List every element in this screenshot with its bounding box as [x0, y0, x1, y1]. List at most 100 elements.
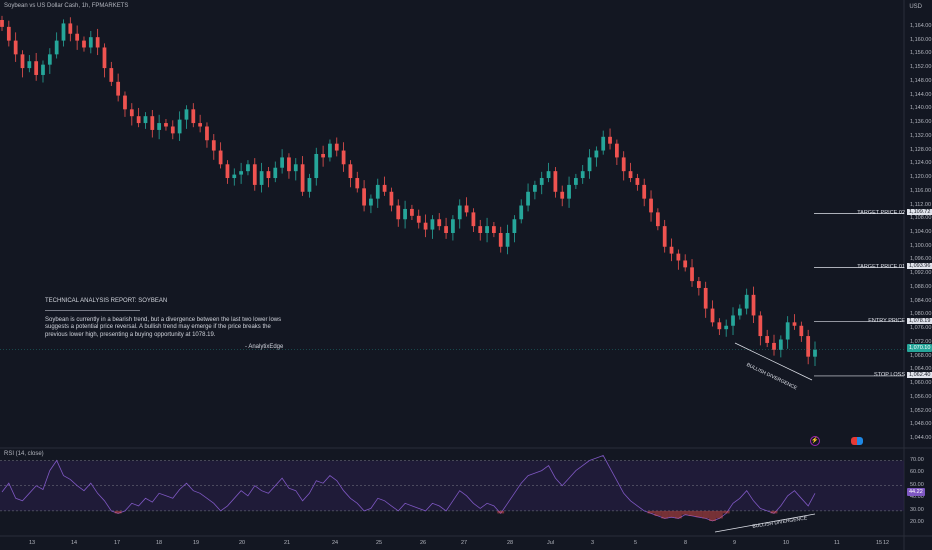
- candle-body: [526, 191, 530, 206]
- candle-body: [123, 95, 127, 110]
- candle-body: [410, 208, 414, 216]
- candle-body: [82, 40, 86, 48]
- time-axis-label: 5: [634, 540, 638, 546]
- rsi-oversold-fill: [668, 510, 675, 518]
- candle-body: [362, 188, 366, 206]
- candle-body: [430, 219, 435, 230]
- candle-body: [266, 171, 271, 179]
- time-axis-label: 21: [284, 540, 291, 546]
- candle-body: [47, 54, 52, 65]
- rsi-oversold-fill: [688, 510, 696, 516]
- divergence-trendline: [734, 342, 813, 381]
- rsi-axis-tick: 30.00: [910, 506, 924, 513]
- current-price-tag: 1,070.10: [907, 344, 932, 353]
- price-axis-tick: 1,068.00: [910, 352, 932, 359]
- candle-body: [27, 61, 32, 69]
- price-axis-tick: 1,084.00: [910, 297, 932, 304]
- flag-icon[interactable]: [851, 437, 863, 445]
- candle-body: [382, 184, 387, 192]
- candle-body: [348, 164, 353, 179]
- price-axis-tick: 1,096.00: [910, 256, 932, 263]
- level-label: TARGET PRICE 02: [857, 209, 905, 216]
- rsi-oversold-fill: [661, 510, 669, 519]
- rsi-line: [1, 455, 816, 522]
- level-label: TARGET PRICE 01: [857, 263, 905, 270]
- currency-label[interactable]: USD: [909, 4, 922, 10]
- candle-body: [68, 23, 73, 34]
- candle-body: [143, 116, 148, 124]
- candle-body: [102, 47, 107, 69]
- time-axis-label: 18: [156, 540, 163, 546]
- time-axis-label: 10: [783, 540, 790, 546]
- price-axis-tick: 1,104.00: [910, 229, 932, 235]
- candle-body: [129, 109, 134, 117]
- rsi-indicator-label[interactable]: RSI (14, close): [4, 451, 44, 457]
- candle-body: [772, 342, 776, 350]
- rsi-oversold-fill: [715, 510, 723, 519]
- time-axis-label: 19: [193, 540, 200, 546]
- candle-body: [628, 171, 633, 179]
- candle-body: [375, 184, 380, 199]
- candle-body: [232, 174, 237, 179]
- candle-body: [567, 184, 571, 199]
- price-axis-tick: 1,152.00: [910, 64, 932, 71]
- rsi-oversold-fill: [114, 510, 122, 514]
- rsi-axis-tick: 20.00: [910, 519, 924, 526]
- candle-body: [799, 325, 804, 337]
- candle-body: [614, 143, 619, 158]
- price-axis-tick: 1,052.00: [910, 407, 932, 414]
- candle-body: [505, 233, 510, 247]
- candle-body: [239, 171, 243, 175]
- candle-body: [334, 143, 339, 151]
- candle-body: [546, 171, 551, 179]
- report-divider: [45, 309, 140, 311]
- time-axis-label: 12: [883, 540, 890, 546]
- report-body: Soybean is currently in a bearish trend,…: [45, 316, 282, 338]
- rsi-oversold-fill: [770, 510, 778, 514]
- price-axis-tick: 1,100.00: [910, 242, 932, 249]
- candle-body: [54, 40, 59, 55]
- price-axis-tick: 1,072.00: [910, 338, 932, 345]
- candle-body: [191, 109, 196, 124]
- candle-body: [608, 136, 612, 144]
- candle-body: [717, 322, 722, 330]
- candle-body: [0, 20, 4, 27]
- candle-body: [471, 212, 476, 227]
- time-axis-label: Jul: [547, 540, 555, 546]
- candle-body: [662, 226, 667, 247]
- candle-body: [498, 233, 503, 247]
- candle-body: [88, 37, 93, 48]
- price-axis-tick: 1,164.00: [910, 22, 932, 29]
- candle-body: [389, 191, 394, 206]
- level-value-tag: 1,093.96: [907, 263, 932, 270]
- time-axis-label: 9: [733, 540, 737, 546]
- chart-title: Soybean vs US Dollar Cash, 1h, FPMARKETS: [4, 3, 129, 9]
- candle-body: [95, 37, 100, 48]
- candle-body: [724, 325, 729, 330]
- candle-body: [669, 246, 674, 254]
- rsi-oversold-fill: [497, 510, 505, 514]
- price-axis-tick: 1,136.00: [910, 119, 932, 126]
- candle-body: [533, 184, 537, 192]
- candle-body: [737, 308, 742, 316]
- lightning-icon[interactable]: ⚡: [810, 436, 820, 446]
- candle-body: [109, 68, 114, 82]
- rsi-axis-tick: 70.00: [910, 456, 924, 463]
- candle-body: [293, 164, 298, 172]
- candle-body: [341, 150, 346, 165]
- candle-body: [710, 308, 715, 323]
- rsi-oversold-fill: [709, 510, 716, 521]
- price-axis-tick: 1,128.00: [910, 146, 932, 153]
- price-axis-tick: 1,056.00: [910, 393, 932, 400]
- rsi-current-tag: 44.22: [907, 487, 925, 496]
- candle-body: [649, 198, 653, 213]
- candle-body: [478, 226, 483, 233]
- candle-body: [355, 178, 360, 189]
- time-axis-label: 3: [591, 540, 595, 546]
- rsi-axis-tick: 50.00: [910, 481, 924, 488]
- candle-body: [485, 226, 489, 233]
- time-axis-label: 17: [114, 540, 121, 546]
- candle-body: [744, 294, 749, 309]
